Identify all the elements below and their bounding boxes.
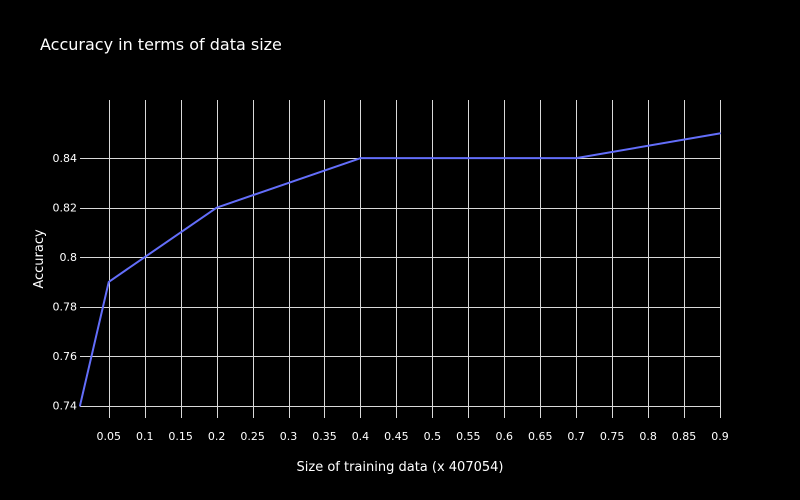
- x-tick-label: 0.3: [280, 430, 298, 443]
- x-tick-label: 0.7: [567, 430, 585, 443]
- x-tick-label: 0.35: [312, 430, 337, 443]
- y-tick-label: 0.78: [53, 301, 78, 314]
- x-tick-label: 0.9: [711, 430, 729, 443]
- y-tick-labels: 0.74 0.76 0.78 0.8 0.82 0.84: [53, 152, 78, 412]
- series-line: [79, 132, 721, 407]
- y-axis-title: Accuracy: [32, 229, 47, 289]
- x-tick-label: 0.1: [136, 430, 154, 443]
- x-tick-label: 0.85: [672, 430, 697, 443]
- x-tick-label: 0.45: [384, 430, 409, 443]
- x-tick-label: 0.55: [456, 430, 481, 443]
- x-tick-label: 0.75: [600, 430, 625, 443]
- y-tick-label: 0.76: [53, 350, 78, 363]
- y-tick-label: 0.74: [53, 400, 78, 413]
- x-tick-label: 0.6: [496, 430, 514, 443]
- x-tick-label: 0.05: [97, 430, 122, 443]
- chart-title: Accuracy in terms of data size: [40, 35, 282, 54]
- x-tick-label: 0.8: [639, 430, 657, 443]
- x-gridlines: [109, 100, 721, 418]
- y-tick-label: 0.8: [60, 251, 78, 264]
- x-tick-label: 0.25: [240, 430, 265, 443]
- x-tick-label: 0.2: [208, 430, 226, 443]
- series-layer: [79, 132, 721, 407]
- x-tick-labels: 0.05 0.1 0.15 0.2 0.25 0.3 0.35 0.4 0.45 0.5 0.55 0…: [97, 430, 729, 443]
- x-tick-label: 0.5: [424, 430, 442, 443]
- y-tick-label: 0.84: [53, 152, 78, 165]
- y-tick-label: 0.82: [53, 202, 78, 215]
- x-axis-title: Size of training data (x 407054): [297, 460, 504, 475]
- x-tick-label: 0.15: [168, 430, 193, 443]
- x-tick-label: 0.65: [528, 430, 553, 443]
- x-tick-label: 0.4: [352, 430, 370, 443]
